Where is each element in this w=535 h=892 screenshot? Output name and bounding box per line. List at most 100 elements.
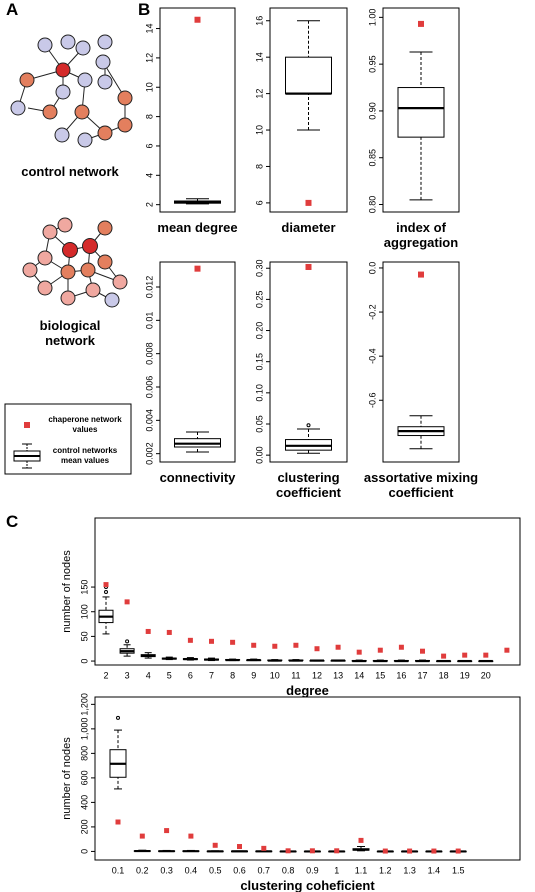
x-tick-label: 0.6 [233, 865, 246, 875]
x-tick-label: 1.5 [452, 865, 465, 875]
y-tick-label: 0 [79, 659, 89, 664]
x-tick-label: 1.2 [379, 865, 392, 875]
y-tick-label: 0.80 [367, 196, 377, 214]
y-tick-label: 0.01 [144, 312, 154, 330]
chaperone-point [356, 649, 362, 655]
x-tick-label: 14 [354, 670, 364, 680]
chaperone-point [305, 199, 312, 206]
chaperone-point [103, 582, 109, 588]
chaperone-point [166, 629, 172, 635]
y-tick-label: -0.2 [367, 304, 377, 320]
chaperone-point [483, 652, 489, 658]
y-tick-label: 0.95 [367, 55, 377, 73]
y-tick-label: 8 [254, 164, 264, 169]
network-label: control network [21, 164, 119, 179]
x-tick-label: 0.3 [160, 865, 173, 875]
outlier [306, 423, 311, 428]
chaperone-point [187, 637, 193, 643]
x-tick-label: 12 [312, 670, 322, 680]
y-axis-label: number of nodes [61, 550, 73, 633]
x-tick-label: 9 [251, 670, 256, 680]
legend-label: chaperone network values [48, 415, 122, 434]
legend [4, 403, 132, 475]
plot-frame [94, 696, 521, 861]
y-tick-label: 8 [144, 114, 154, 119]
x-tick-label: 19 [460, 670, 470, 680]
chaperone-point [309, 848, 315, 854]
y-tick-label: 150 [79, 580, 89, 595]
chaperone-point [251, 642, 257, 648]
y-tick-label: 16 [254, 16, 264, 26]
chaperone-point [209, 638, 214, 644]
x-tick-label: 3 [125, 670, 130, 680]
chart-title: connectivity [159, 470, 236, 485]
x-tick-label: 16 [396, 670, 406, 680]
chart-title: index of aggregation [383, 220, 459, 250]
chaperone-point [272, 643, 278, 649]
chaperone-point [504, 647, 510, 653]
y-tick-label: 14 [144, 24, 154, 34]
chart-title: clustering coefficient [275, 470, 341, 500]
x-tick-label: 10 [270, 670, 280, 680]
y-tick-label: 0.00 [254, 446, 264, 464]
chaperone-point [407, 848, 413, 854]
chaperone-point [441, 653, 447, 659]
y-tick-label: -0.6 [367, 393, 377, 409]
plot-frame [269, 7, 348, 213]
y-tick-label: 1,000 [79, 718, 89, 741]
y-tick-label: 0.10 [254, 384, 264, 402]
legend-box [13, 443, 41, 469]
x-tick-label: 1.4 [428, 865, 441, 875]
y-tick-label: 0.0 [367, 262, 377, 275]
chaperone-point [334, 848, 340, 854]
box [397, 87, 445, 138]
x-tick-label: 1.1 [355, 865, 368, 875]
chaperone-point [261, 845, 267, 851]
x-tick-label: 0.4 [185, 865, 198, 875]
chaperone-point [124, 599, 130, 605]
chaperone-point [212, 842, 218, 848]
chaperone-point [358, 837, 364, 843]
y-tick-label: -0.4 [367, 348, 377, 364]
chaperone-point [377, 647, 383, 653]
legend-frame [4, 403, 132, 475]
y-tick-label: 10 [144, 82, 154, 92]
y-tick-label: 2 [144, 202, 154, 207]
y-tick-label: 0.15 [254, 353, 264, 371]
y-tick-label: 1.00 [367, 9, 377, 27]
x-tick-label: 1.3 [403, 865, 416, 875]
y-tick-label: 0.90 [367, 102, 377, 120]
network-label: biological network [39, 318, 101, 348]
chart-title: mean degree [157, 220, 238, 235]
y-tick-label: 0.002 [144, 442, 154, 465]
x-tick-label: 0.5 [209, 865, 222, 875]
y-tick-label: 600 [79, 770, 89, 785]
y-tick-label: 6 [144, 143, 154, 148]
y-tick-label: 0.25 [254, 291, 264, 309]
panel-label: A [6, 0, 19, 19]
legend-point [24, 422, 30, 428]
x-tick-label: 6 [188, 670, 193, 680]
y-tick-label: 0.85 [367, 149, 377, 167]
chaperone-point [431, 848, 437, 854]
x-tick-label: 17 [417, 670, 427, 680]
plot-frame [382, 7, 460, 213]
chaperone-point [314, 646, 320, 652]
chaperone-point [418, 271, 424, 278]
y-tick-label: 50 [79, 631, 89, 641]
chaperone-point [418, 20, 424, 27]
chaperone-point [188, 833, 194, 839]
y-tick-label: 0.008 [144, 342, 154, 365]
x-tick-label: 0.2 [136, 865, 149, 875]
panel-label: C [6, 512, 19, 531]
chaperone-point [139, 833, 145, 839]
chaperone-point [305, 263, 312, 270]
chaperone-point [230, 639, 236, 645]
x-axis-label: clustering coheficient [240, 878, 375, 892]
chaperone-point [462, 652, 468, 658]
box [285, 56, 332, 95]
y-tick-label: 10 [254, 125, 264, 135]
x-axis-label: degree [286, 683, 329, 698]
